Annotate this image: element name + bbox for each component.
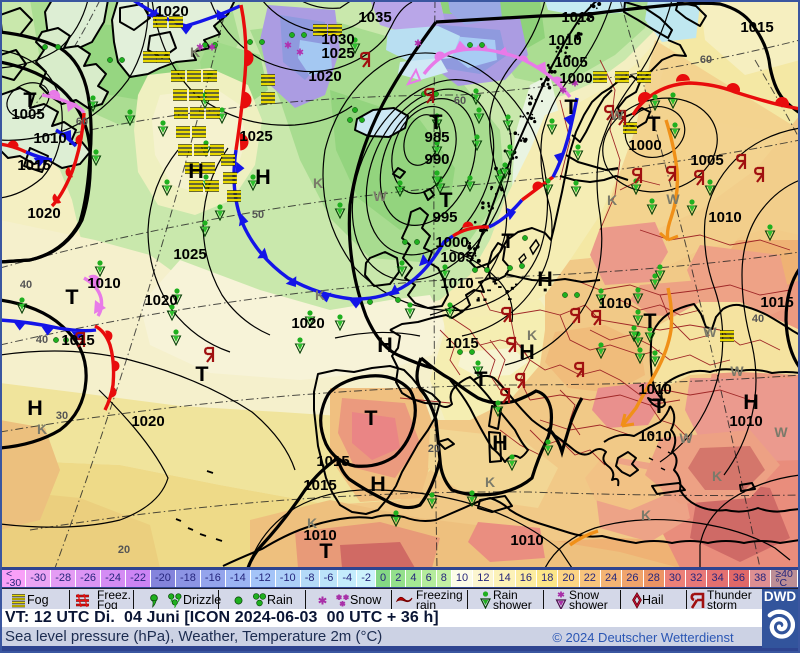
svg-text:1010: 1010 bbox=[598, 295, 631, 312]
svg-text:T: T bbox=[23, 88, 36, 112]
svg-text:K: K bbox=[315, 287, 325, 303]
svg-text:40: 40 bbox=[752, 313, 764, 325]
svg-text:60: 60 bbox=[454, 95, 466, 107]
svg-text:1010: 1010 bbox=[87, 275, 120, 292]
svg-text:1010: 1010 bbox=[548, 32, 581, 49]
svg-text:1020: 1020 bbox=[27, 205, 60, 222]
svg-text:W: W bbox=[730, 363, 744, 379]
svg-text:W: W bbox=[679, 430, 693, 446]
svg-text:H: H bbox=[377, 333, 393, 357]
svg-text:H: H bbox=[370, 472, 386, 496]
svg-text:1010: 1010 bbox=[638, 428, 671, 445]
svg-text:T: T bbox=[501, 229, 514, 253]
svg-text:20: 20 bbox=[428, 443, 440, 455]
svg-text:1000: 1000 bbox=[559, 70, 592, 87]
svg-text:K: K bbox=[37, 421, 47, 437]
svg-text:1005: 1005 bbox=[690, 152, 723, 169]
svg-text:W: W bbox=[666, 191, 680, 207]
svg-text:T: T bbox=[474, 367, 487, 391]
svg-text:30: 30 bbox=[56, 410, 68, 422]
svg-text:1020: 1020 bbox=[291, 315, 324, 332]
svg-text:K: K bbox=[190, 44, 200, 60]
svg-text:H: H bbox=[743, 390, 759, 414]
svg-text:1020: 1020 bbox=[131, 413, 164, 430]
svg-text:1010: 1010 bbox=[638, 381, 671, 398]
svg-text:20: 20 bbox=[118, 544, 130, 556]
svg-text:1020: 1020 bbox=[144, 292, 177, 309]
svg-text:T: T bbox=[564, 95, 577, 119]
svg-text:1000: 1000 bbox=[628, 137, 661, 154]
svg-text:1015: 1015 bbox=[303, 477, 336, 494]
svg-text:1010: 1010 bbox=[708, 209, 741, 226]
svg-text:1005: 1005 bbox=[11, 106, 44, 123]
svg-text:1010: 1010 bbox=[33, 130, 66, 147]
svg-text:1030: 1030 bbox=[321, 31, 354, 48]
svg-text:W: W bbox=[703, 324, 717, 340]
svg-text:60: 60 bbox=[76, 116, 88, 128]
svg-text:1005: 1005 bbox=[440, 249, 473, 266]
svg-text:60: 60 bbox=[700, 54, 712, 66]
svg-text:985: 985 bbox=[424, 129, 449, 146]
svg-text:T: T bbox=[652, 394, 665, 418]
svg-text:K: K bbox=[607, 192, 617, 208]
svg-text:1020: 1020 bbox=[308, 68, 341, 85]
svg-text:1000: 1000 bbox=[435, 234, 468, 251]
svg-text:1025: 1025 bbox=[321, 45, 354, 62]
svg-text:T: T bbox=[364, 406, 377, 430]
svg-text:K: K bbox=[527, 327, 537, 343]
svg-text:1010: 1010 bbox=[440, 275, 473, 292]
svg-text:K: K bbox=[712, 468, 722, 484]
svg-text:1015: 1015 bbox=[740, 19, 773, 36]
svg-text:W: W bbox=[774, 424, 788, 440]
svg-text:1010: 1010 bbox=[510, 532, 543, 549]
svg-text:990: 990 bbox=[424, 151, 449, 168]
svg-text:50: 50 bbox=[252, 209, 264, 221]
svg-text:K: K bbox=[313, 175, 323, 191]
svg-text:T: T bbox=[643, 309, 656, 333]
svg-text:1025: 1025 bbox=[173, 246, 206, 263]
svg-text:T: T bbox=[439, 188, 452, 212]
svg-text:1035: 1035 bbox=[358, 9, 391, 26]
svg-text:W: W bbox=[373, 188, 387, 204]
svg-text:H: H bbox=[492, 431, 508, 455]
svg-text:T: T bbox=[195, 362, 208, 386]
svg-text:H: H bbox=[537, 267, 553, 291]
svg-text:W: W bbox=[610, 107, 624, 123]
svg-text:K: K bbox=[307, 515, 317, 531]
svg-text:1005: 1005 bbox=[554, 54, 587, 71]
svg-text:1015: 1015 bbox=[61, 332, 94, 349]
svg-text:H: H bbox=[255, 165, 271, 189]
svg-text:40: 40 bbox=[36, 334, 48, 346]
svg-text:1020: 1020 bbox=[155, 3, 188, 20]
svg-text:1015: 1015 bbox=[316, 453, 349, 470]
svg-text:T: T bbox=[65, 285, 78, 309]
svg-text:H: H bbox=[27, 396, 43, 420]
svg-text:1015: 1015 bbox=[760, 294, 793, 311]
svg-text:K: K bbox=[485, 474, 495, 490]
svg-text:995: 995 bbox=[432, 209, 457, 226]
svg-text:T: T bbox=[647, 112, 660, 136]
svg-text:H: H bbox=[188, 159, 204, 183]
svg-text:1010: 1010 bbox=[729, 413, 762, 430]
svg-text:40: 40 bbox=[20, 279, 32, 291]
svg-text:1015: 1015 bbox=[445, 335, 478, 352]
svg-text:K: K bbox=[641, 507, 651, 523]
svg-text:T: T bbox=[429, 110, 442, 134]
svg-text:T: T bbox=[319, 539, 332, 563]
svg-text:1025: 1025 bbox=[239, 128, 272, 145]
svg-text:H: H bbox=[519, 340, 535, 364]
svg-text:1015: 1015 bbox=[17, 157, 50, 174]
svg-text:1015: 1015 bbox=[561, 9, 594, 26]
svg-text:1010: 1010 bbox=[303, 527, 336, 544]
